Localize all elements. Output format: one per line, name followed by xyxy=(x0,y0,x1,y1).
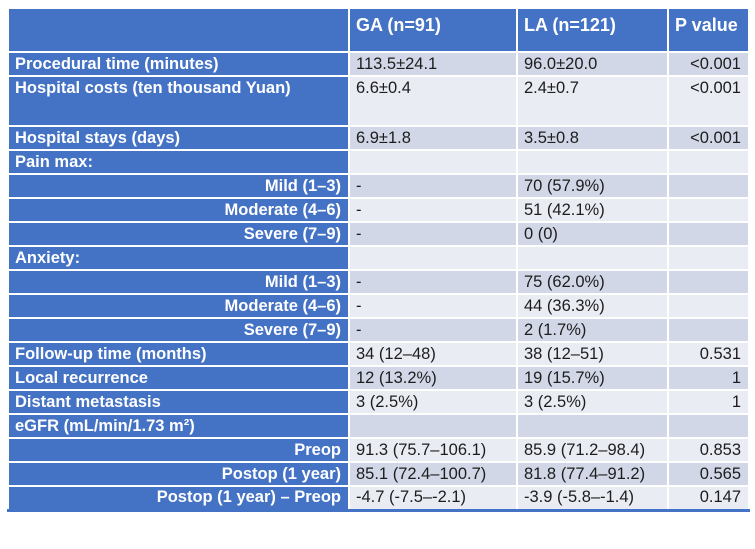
table-row-pain-moderate: Moderate (4–6) - 51 (42.1%) xyxy=(7,197,750,223)
p-value: <0.001 xyxy=(667,75,750,127)
ga-value: 113.5±24.1 xyxy=(348,51,518,77)
la-value: 81.8 (77.4–91.2) xyxy=(516,461,669,487)
ga-value: - xyxy=(348,197,518,223)
row-label: Postop (1 year) xyxy=(7,461,350,487)
table-row-anxiety: Anxiety: xyxy=(7,245,750,271)
ga-vs-la-comparison-table: GA (n=91) LA (n=121) P value Procedural … xyxy=(7,7,750,512)
row-label: Mild (1–3) xyxy=(7,269,350,295)
row-label: Hospital costs (ten thousand Yuan) xyxy=(7,75,350,127)
row-label: Preop xyxy=(7,437,350,463)
col-header-ga: GA (n=91) xyxy=(348,7,518,53)
ga-value: - xyxy=(348,221,518,247)
la-value: 70 (57.9%) xyxy=(516,173,669,199)
ga-value: 85.1 (72.4–100.7) xyxy=(348,461,518,487)
ga-value: 3 (2.5%) xyxy=(348,389,518,415)
p-value: <0.001 xyxy=(667,125,750,151)
table-row-followup-time: Follow-up time (months) 34 (12–48) 38 (1… xyxy=(7,341,750,367)
table-row-egfr-postop: Postop (1 year) 85.1 (72.4–100.7) 81.8 (… xyxy=(7,461,750,487)
la-value: 3.5±0.8 xyxy=(516,125,669,151)
ga-value: - xyxy=(348,293,518,319)
table-row-egfr-preop: Preop 91.3 (75.7–106.1) 85.9 (71.2–98.4)… xyxy=(7,437,750,463)
p-value xyxy=(667,149,750,175)
row-label: Severe (7–9) xyxy=(7,317,350,343)
p-value xyxy=(667,413,750,439)
la-value: 19 (15.7%) xyxy=(516,365,669,391)
table-row-local-recurrence: Local recurrence 12 (13.2%) 19 (15.7%) 1 xyxy=(7,365,750,391)
table-row-pain-mild: Mild (1–3) - 70 (57.9%) xyxy=(7,173,750,199)
row-label: Pain max: xyxy=(7,149,350,175)
row-label: Postop (1 year) – Preop xyxy=(7,485,350,511)
p-value: 1 xyxy=(667,389,750,415)
ga-value xyxy=(348,149,518,175)
ga-value: 6.6±0.4 xyxy=(348,75,518,127)
comparison-table-container: GA (n=91) LA (n=121) P value Procedural … xyxy=(7,7,750,512)
p-value xyxy=(667,317,750,343)
row-label: Follow-up time (months) xyxy=(7,341,350,367)
table-row-hospital-costs: Hospital costs (ten thousand Yuan) 6.6±0… xyxy=(7,75,750,127)
row-label: Moderate (4–6) xyxy=(7,293,350,319)
la-value: 2 (1.7%) xyxy=(516,317,669,343)
table-row-procedural-time: Procedural time (minutes) 113.5±24.1 96.… xyxy=(7,51,750,77)
ga-value: - xyxy=(348,173,518,199)
la-value: 96.0±20.0 xyxy=(516,51,669,77)
la-value xyxy=(516,149,669,175)
row-label: Local recurrence xyxy=(7,365,350,391)
la-value: 3 (2.5%) xyxy=(516,389,669,415)
row-label: eGFR (mL/min/1.73 m²) xyxy=(7,413,350,439)
row-label: Severe (7–9) xyxy=(7,221,350,247)
la-value: 75 (62.0%) xyxy=(516,269,669,295)
la-value: 38 (12–51) xyxy=(516,341,669,367)
p-value xyxy=(667,293,750,319)
p-value xyxy=(667,221,750,247)
table-row-egfr: eGFR (mL/min/1.73 m²) xyxy=(7,413,750,439)
la-value: -3.9 (-5.8–-1.4) xyxy=(516,485,669,511)
ga-value: - xyxy=(348,317,518,343)
la-value xyxy=(516,245,669,271)
ga-value: 34 (12–48) xyxy=(348,341,518,367)
la-value: 51 (42.1%) xyxy=(516,197,669,223)
row-label: Hospital stays (days) xyxy=(7,125,350,151)
table-row-distant-metastasis: Distant metastasis 3 (2.5%) 3 (2.5%) 1 xyxy=(7,389,750,415)
table-row-hospital-stays: Hospital stays (days) 6.9±1.8 3.5±0.8 <0… xyxy=(7,125,750,151)
row-label: Procedural time (minutes) xyxy=(7,51,350,77)
table-row-anxiety-moderate: Moderate (4–6) - 44 (36.3%) xyxy=(7,293,750,319)
p-value: 0.853 xyxy=(667,437,750,463)
col-header-la: LA (n=121) xyxy=(516,7,669,53)
table-row-anxiety-mild: Mild (1–3) - 75 (62.0%) xyxy=(7,269,750,295)
p-value: 0.531 xyxy=(667,341,750,367)
row-label: Mild (1–3) xyxy=(7,173,350,199)
la-value: 0 (0) xyxy=(516,221,669,247)
p-value xyxy=(667,245,750,271)
row-label: Distant metastasis xyxy=(7,389,350,415)
table-row-pain-max: Pain max: xyxy=(7,149,750,175)
ga-value: 6.9±1.8 xyxy=(348,125,518,151)
p-value: <0.001 xyxy=(667,51,750,77)
p-value xyxy=(667,197,750,223)
col-header-pvalue: P value xyxy=(667,7,750,53)
p-value: 0.565 xyxy=(667,461,750,487)
table-row-anxiety-severe: Severe (7–9) - 2 (1.7%) xyxy=(7,317,750,343)
la-value xyxy=(516,413,669,439)
p-value xyxy=(667,173,750,199)
ga-value: - xyxy=(348,269,518,295)
ga-value xyxy=(348,245,518,271)
corner-header-empty xyxy=(7,7,350,53)
row-label: Moderate (4–6) xyxy=(7,197,350,223)
table-row-egfr-delta: Postop (1 year) – Preop -4.7 (-7.5–-2.1)… xyxy=(7,485,750,511)
ga-value: 12 (13.2%) xyxy=(348,365,518,391)
la-value: 44 (36.3%) xyxy=(516,293,669,319)
ga-value xyxy=(348,413,518,439)
p-value: 0.147 xyxy=(667,485,750,511)
row-label: Anxiety: xyxy=(7,245,350,271)
ga-value: -4.7 (-7.5–-2.1) xyxy=(348,485,518,511)
la-value: 85.9 (71.2–98.4) xyxy=(516,437,669,463)
table-header-row: GA (n=91) LA (n=121) P value xyxy=(7,7,750,53)
la-value: 2.4±0.7 xyxy=(516,75,669,127)
p-value: 1 xyxy=(667,365,750,391)
p-value xyxy=(667,269,750,295)
ga-value: 91.3 (75.7–106.1) xyxy=(348,437,518,463)
table-row-pain-severe: Severe (7–9) - 0 (0) xyxy=(7,221,750,247)
